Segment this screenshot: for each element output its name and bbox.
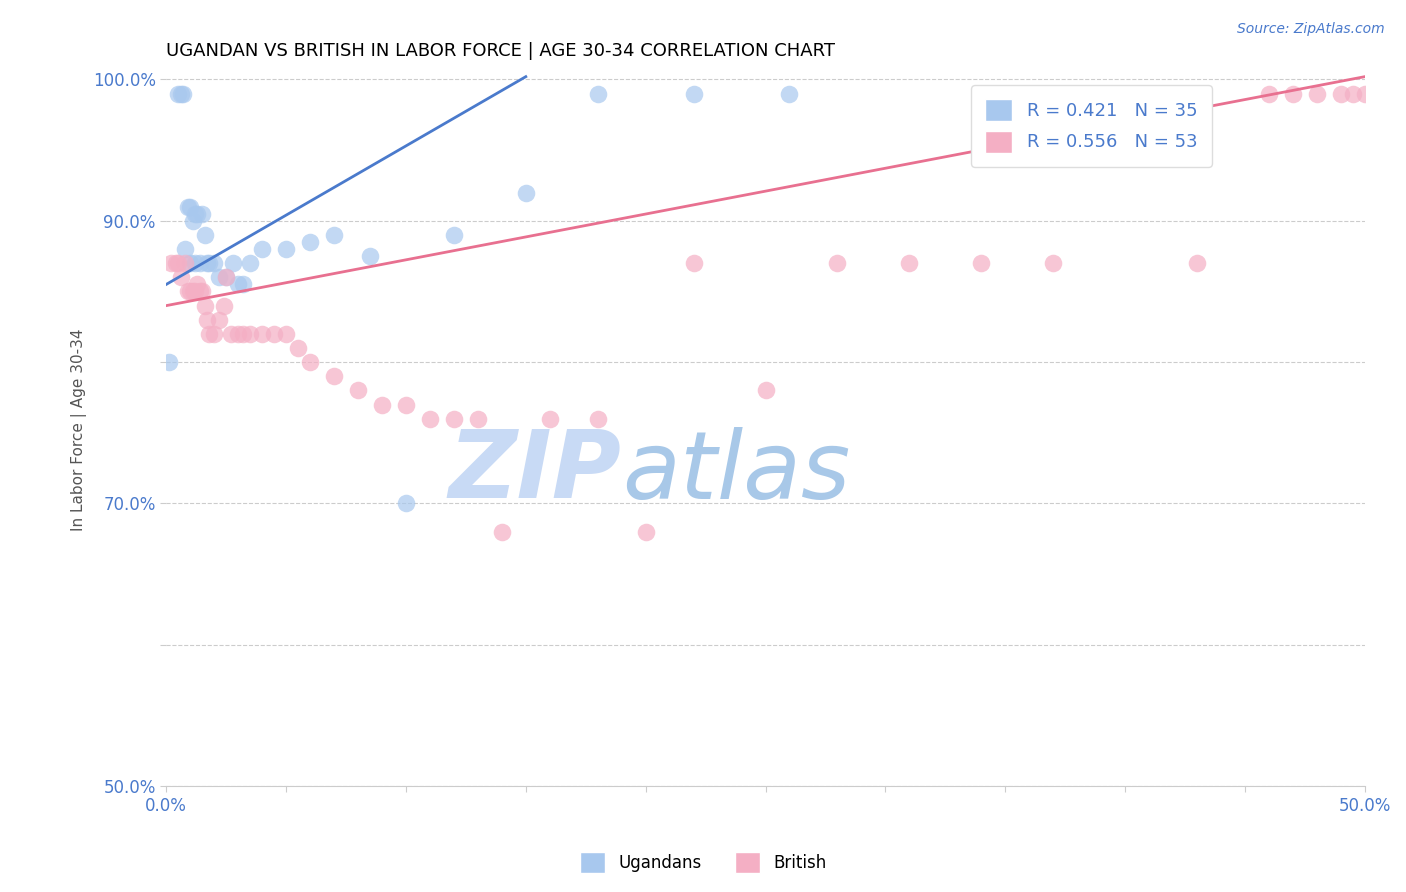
Point: [179, 285, 201, 299]
Point: [193, 299, 215, 313]
Point: [1185, 256, 1208, 270]
Point: [491, 524, 513, 539]
Point: [779, 87, 801, 101]
Point: [226, 326, 249, 341]
Point: [195, 312, 218, 326]
Point: [682, 87, 704, 101]
Point: [682, 256, 704, 270]
Point: [212, 299, 235, 313]
Text: UGANDAN VS BRITISH IN LABOR FORCE | AGE 30-34 CORRELATION CHART: UGANDAN VS BRITISH IN LABOR FORCE | AGE …: [166, 42, 835, 60]
Point: [323, 227, 346, 242]
Point: [1114, 87, 1136, 101]
Point: [186, 207, 208, 221]
Point: [827, 256, 849, 270]
Point: [1330, 87, 1353, 101]
Point: [274, 242, 297, 256]
Point: [195, 256, 218, 270]
Point: [1306, 87, 1329, 101]
Point: [263, 326, 285, 341]
Point: [177, 285, 200, 299]
Legend: R = 0.421   N = 35, R = 0.556   N = 53: R = 0.421 N = 35, R = 0.556 N = 53: [972, 85, 1212, 167]
Point: [184, 285, 207, 299]
Text: atlas: atlas: [621, 426, 851, 517]
Point: [239, 256, 262, 270]
Point: [1341, 87, 1364, 101]
Point: [634, 524, 657, 539]
Point: [586, 87, 609, 101]
Text: ZIP: ZIP: [449, 426, 621, 518]
Point: [169, 87, 191, 101]
Point: [898, 256, 921, 270]
Point: [1042, 256, 1064, 270]
Point: [188, 285, 211, 299]
Point: [198, 326, 221, 341]
Point: [165, 256, 187, 270]
Point: [198, 256, 221, 270]
Point: [191, 207, 214, 221]
Point: [443, 411, 465, 425]
Point: [250, 242, 273, 256]
Point: [347, 384, 370, 398]
Point: [202, 326, 225, 341]
Point: [167, 87, 190, 101]
Y-axis label: In Labor Force | Age 30-34: In Labor Force | Age 30-34: [72, 328, 87, 531]
Point: [174, 256, 197, 270]
Point: [250, 326, 273, 341]
Point: [232, 277, 254, 292]
Point: [181, 285, 204, 299]
Point: [193, 227, 215, 242]
Point: [299, 355, 322, 369]
Point: [359, 249, 381, 263]
Point: [371, 398, 394, 412]
Text: Source: ZipAtlas.com: Source: ZipAtlas.com: [1237, 22, 1385, 37]
Point: [191, 285, 214, 299]
Legend: Ugandans, British: Ugandans, British: [574, 846, 832, 880]
Point: [174, 242, 197, 256]
Point: [970, 256, 993, 270]
Point: [181, 214, 204, 228]
Point: [395, 398, 418, 412]
Point: [1282, 87, 1305, 101]
Point: [1354, 87, 1376, 101]
Point: [515, 186, 537, 200]
Point: [184, 256, 207, 270]
Point: [179, 256, 201, 270]
Point: [467, 411, 489, 425]
Point: [274, 326, 297, 341]
Point: [172, 87, 194, 101]
Point: [323, 369, 346, 384]
Point: [586, 411, 609, 425]
Point: [208, 270, 231, 285]
Point: [157, 355, 180, 369]
Point: [215, 270, 238, 285]
Point: [232, 326, 254, 341]
Point: [186, 277, 208, 292]
Point: [395, 496, 418, 510]
Point: [160, 256, 183, 270]
Point: [208, 312, 231, 326]
Point: [299, 235, 322, 249]
Point: [167, 256, 190, 270]
Point: [419, 411, 441, 425]
Point: [184, 207, 207, 221]
Point: [222, 256, 245, 270]
Point: [177, 200, 200, 214]
Point: [179, 200, 201, 214]
Point: [538, 411, 561, 425]
Point: [754, 384, 776, 398]
Point: [443, 227, 465, 242]
Point: [1258, 87, 1281, 101]
Point: [287, 341, 309, 355]
Point: [219, 326, 242, 341]
Point: [215, 270, 238, 285]
Point: [188, 256, 211, 270]
Point: [169, 270, 191, 285]
Point: [239, 326, 262, 341]
Point: [202, 256, 225, 270]
Point: [226, 277, 249, 292]
